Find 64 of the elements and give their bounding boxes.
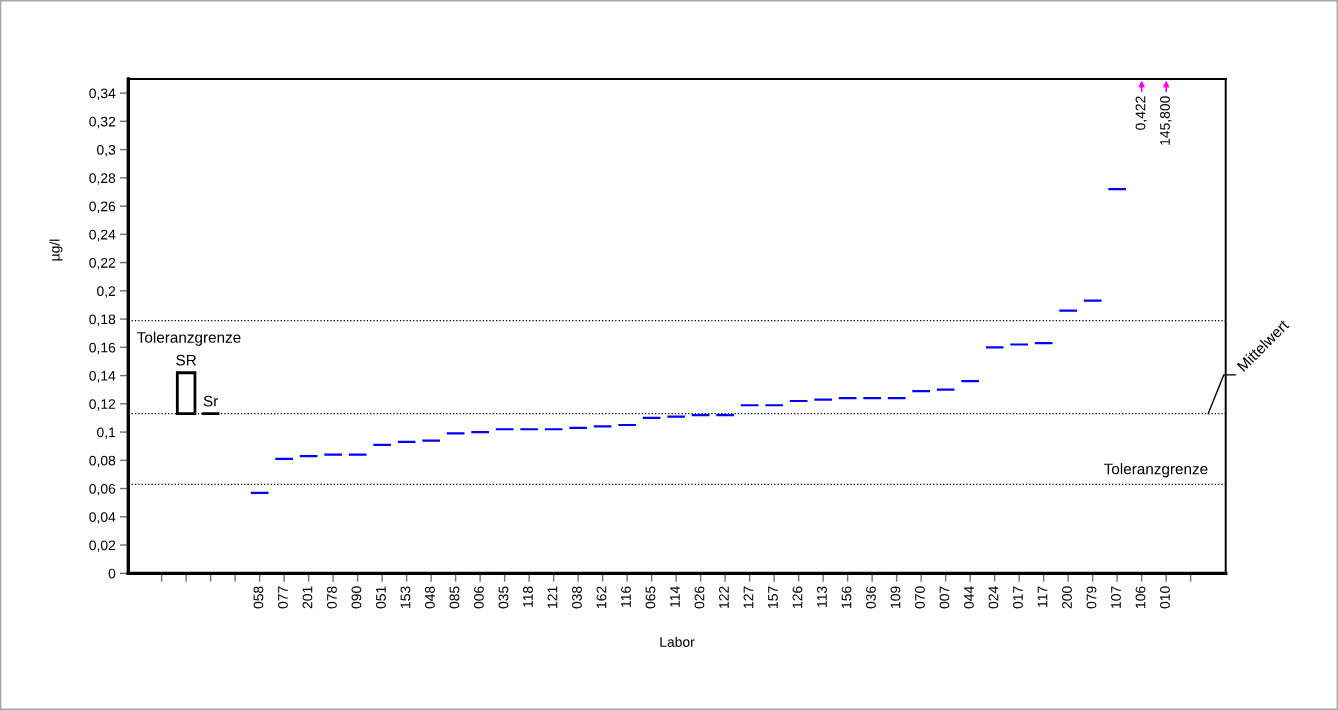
y-tick-label: 0,14	[89, 370, 116, 383]
x-tick-label: 162	[596, 586, 607, 608]
x-tick-label: 006	[474, 586, 484, 609]
y-axis-title: µg/l	[49, 239, 63, 261]
y-tick-label: 0,3	[97, 144, 116, 157]
x-tick-label: 116	[621, 586, 631, 607]
series-label: SR	[176, 354, 197, 366]
y-tick-label: 0,1	[97, 427, 116, 439]
x-tick-label: 200	[1062, 586, 1072, 609]
x-tick-label: 038	[572, 586, 582, 609]
x-tick-label: 077	[278, 586, 288, 609]
x-tick-label: 017	[1013, 586, 1023, 609]
x-tick-label: 157	[768, 586, 778, 608]
series-label: Sr	[203, 395, 219, 407]
x-tick-label: 156	[841, 586, 852, 608]
x-tick-label: 085	[449, 586, 460, 609]
y-tick-label: 0,12	[89, 399, 116, 411]
x-tick-label: 024	[988, 586, 999, 609]
x-tick-label: 078	[327, 586, 337, 609]
x-tick-label: 122	[719, 586, 729, 608]
x-axis-title: Labor	[660, 636, 695, 647]
x-tick-label: 118	[523, 586, 533, 607]
y-tick-label: 0,32	[89, 116, 116, 129]
x-tick-label: 106	[1135, 586, 1146, 608]
x-tick-label: 048	[425, 586, 435, 609]
ref-line-label: Toleranzgrenze	[1104, 463, 1208, 478]
y-tick-label: 0,06	[89, 483, 116, 496]
y-tick-label: 0,28	[89, 173, 116, 185]
x-tick-label: 007	[939, 586, 950, 609]
y-tick-label: 0,02	[89, 540, 116, 552]
x-tick-label: 127	[743, 586, 754, 608]
x-tick-label: 058	[253, 586, 264, 609]
x-tick-label: 117	[1037, 586, 1048, 607]
x-tick-label: 090	[351, 586, 362, 609]
x-tick-label: 026	[694, 586, 705, 609]
x-tick-label: 035	[498, 586, 509, 609]
y-tick-label: 0,24	[89, 229, 116, 242]
y-tick-label: 0	[108, 568, 116, 579]
x-tick-label: 113	[817, 586, 827, 607]
x-tick-label: 201	[302, 586, 313, 609]
x-tick-label: 107	[1111, 586, 1121, 608]
y-tick-label: 0,34	[89, 88, 116, 100]
x-tick-label: 010	[1160, 586, 1170, 609]
annotation: 0,422	[1135, 96, 1148, 130]
x-tick-label: 126	[792, 586, 803, 608]
y-tick-label: 0,26	[89, 201, 116, 213]
x-tick-label: 121	[547, 586, 558, 608]
x-tick-label: 070	[915, 586, 925, 609]
ref-line-label: Toleranzgrenze	[137, 331, 241, 346]
x-tick-label: 036	[866, 586, 876, 609]
y-tick-label: 0,16	[89, 342, 116, 355]
x-tick-label: 109	[890, 586, 901, 608]
x-tick-label: 051	[376, 586, 386, 609]
x-tick-label: 079	[1086, 586, 1097, 609]
y-tick-label: 0,2	[97, 286, 116, 298]
x-tick-label: 065	[645, 586, 656, 609]
y-tick-label: 0,08	[89, 455, 116, 468]
x-tick-label: 153	[400, 586, 411, 608]
y-tick-label: 0,22	[89, 257, 116, 270]
x-tick-label: 044	[964, 586, 974, 609]
y-tick-label: 0,18	[89, 314, 116, 326]
y-tick-label: 0,04	[89, 512, 116, 524]
x-tick-label: 114	[670, 586, 680, 607]
annotation: 145,800	[1160, 96, 1172, 145]
